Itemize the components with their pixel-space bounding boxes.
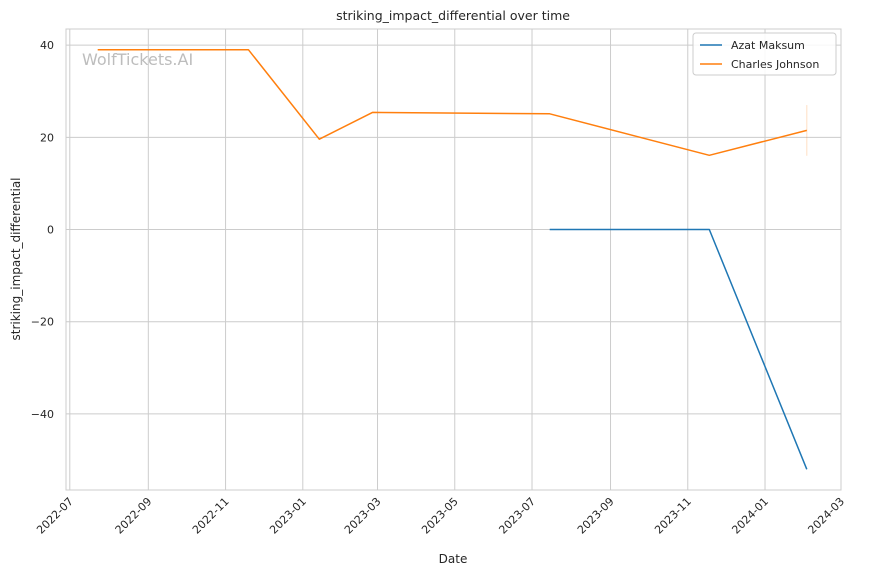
y-tick-label: −20 xyxy=(31,316,54,329)
y-axis-label: striking_impact_differential xyxy=(9,177,23,340)
x-axis-ticks: 2022-07 2022-09 2022-11 2023-01 2023-03 2023-… xyxy=(34,495,847,537)
watermark: WolfTickets.AI xyxy=(82,50,193,69)
series-lines xyxy=(98,50,807,470)
y-tick-label: −40 xyxy=(31,408,54,421)
x-tick-label: 2023-01 xyxy=(267,495,309,537)
x-tick-label: 2023-05 xyxy=(419,495,461,537)
x-tick-label: 2023-03 xyxy=(342,495,384,537)
chart-title: striking_impact_differential over time xyxy=(336,8,570,23)
grid xyxy=(66,29,841,490)
series-line-azat-maksum xyxy=(550,230,807,470)
x-tick-label: 2022-11 xyxy=(190,495,232,537)
y-tick-label: 20 xyxy=(40,131,54,144)
x-tick-label: 2022-07 xyxy=(34,495,76,537)
plot-area-frame xyxy=(66,29,841,490)
x-axis-label: Date xyxy=(439,552,468,566)
x-tick-label: 2023-07 xyxy=(496,495,538,537)
legend-label: Azat Maksum xyxy=(731,39,805,52)
x-tick-label: 2022-09 xyxy=(113,495,155,537)
legend-label: Charles Johnson xyxy=(731,58,819,71)
y-axis-ticks: −40 −20 0 20 40 xyxy=(31,39,54,421)
x-tick-label: 2023-11 xyxy=(652,495,694,537)
x-tick-label: 2024-01 xyxy=(729,495,771,537)
x-tick-label: 2024-03 xyxy=(805,495,847,537)
y-tick-label: 40 xyxy=(40,39,54,52)
y-tick-label: 0 xyxy=(47,224,54,237)
legend: Azat Maksum Charles Johnson xyxy=(693,33,836,75)
x-tick-label: 2023-09 xyxy=(575,495,617,537)
